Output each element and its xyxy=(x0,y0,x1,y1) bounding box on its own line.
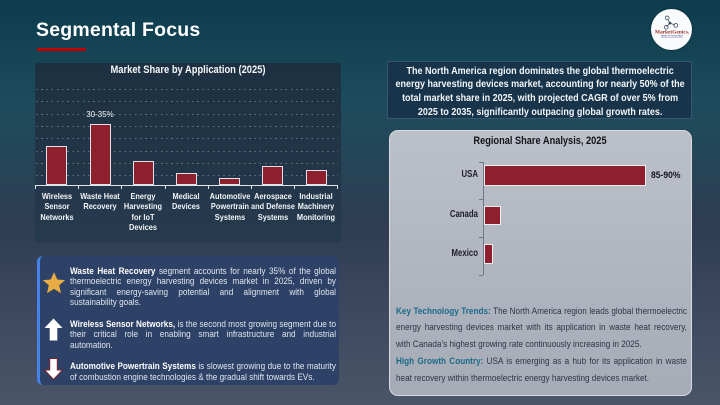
svg-text:Ideas to Innovation: Ideas to Innovation xyxy=(661,33,683,37)
svg-text:MarketGenics.: MarketGenics. xyxy=(654,29,689,35)
